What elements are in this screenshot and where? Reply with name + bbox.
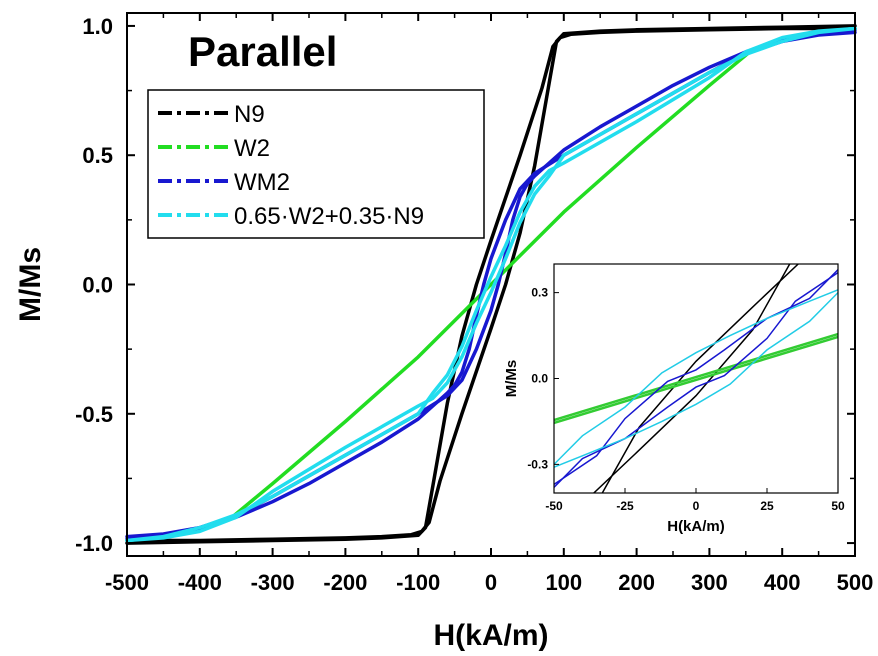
x-tick-label: -400 <box>178 570 222 595</box>
x-tick-label: -300 <box>251 570 295 595</box>
inset-x-tick-label: 25 <box>760 499 774 513</box>
inset-y-tick-label: -0.3 <box>527 457 548 471</box>
y-tick-label: 0.0 <box>82 273 113 298</box>
inset-x-axis-title: H(kA/m) <box>667 518 725 535</box>
y-tick-label: 1.0 <box>82 14 113 39</box>
main-plot: -500 -400 -300 -200 -100 0 100 200 300 400 500-1.0… <box>14 12 874 652</box>
inset-x-tick-label: 50 <box>831 499 845 513</box>
legend-label-0-65-w2-0-35-n9: 0.65·W2+0.35·N9 <box>234 203 424 230</box>
inset-plot: -50 -25 0 25 50 -0.3 0.0 0.3 H(kA/m) M/Ms <box>503 263 845 535</box>
inset-y-axis-title: M/Ms <box>503 360 520 398</box>
inset-series-line-w2-branch-0 <box>554 335 838 425</box>
legend-label-n9: N9 <box>234 101 265 128</box>
inset-y-tick-label: 0.0 <box>531 372 548 386</box>
legend-label-wm2: WM2 <box>234 169 290 196</box>
x-tick-label: 100 <box>545 570 582 595</box>
inset-background <box>554 264 838 493</box>
y-axis-title: M/Ms <box>14 247 47 322</box>
x-tick-label: 0 <box>485 570 497 595</box>
series-line-0-65-w2-0-35-n9-branch-1 <box>125 26 857 543</box>
x-tick-label: -500 <box>105 570 149 595</box>
inset-series-line-wm2-branch-0 <box>554 269 838 486</box>
x-tick-label: 200 <box>618 570 655 595</box>
x-axis-title: H(kA/m) <box>433 619 548 652</box>
inset-series-group <box>554 264 838 493</box>
inset-series-line-0-65-w2-0-35-n9-branch-0 <box>554 289 838 465</box>
inset-series-line-0-65-w2-0-35-n9-branch-1 <box>554 292 838 468</box>
y-tick-label: -0.5 <box>75 402 113 427</box>
x-tick-label: 400 <box>764 570 801 595</box>
inset-series-line-w2-branch-1 <box>554 332 838 422</box>
annotation-parallel: Parallel <box>188 28 337 75</box>
inset-y-tick-label: 0.3 <box>531 286 548 300</box>
series-line-0-65-w2-0-35-n9-branch-0 <box>125 26 857 543</box>
y-tick-label: -1.0 <box>75 531 113 556</box>
x-tick-label: 500 <box>837 570 874 595</box>
series-line-n9-branch-1 <box>125 26 857 545</box>
inset-series-line-n9-branch-1 <box>601 264 799 493</box>
inset-x-tick-label: 0 <box>693 499 700 513</box>
x-tick-label: -100 <box>396 570 440 595</box>
x-tick-label: -200 <box>323 570 367 595</box>
series-group <box>125 24 857 545</box>
legend-box <box>147 89 485 239</box>
inset-series-line-n9-branch-0 <box>593 264 791 493</box>
x-tick-label: 300 <box>691 570 728 595</box>
inset-series-line-wm2-branch-1 <box>554 271 838 488</box>
y-tick-label: 0.5 <box>82 143 113 168</box>
inset-x-tick-label: -50 <box>545 499 563 513</box>
legend-label-w2: W2 <box>234 135 270 162</box>
legend: N9 W2 WM2 0.65·W2+0.35·N9 <box>147 89 485 239</box>
inset-x-tick-label: -25 <box>616 499 634 513</box>
